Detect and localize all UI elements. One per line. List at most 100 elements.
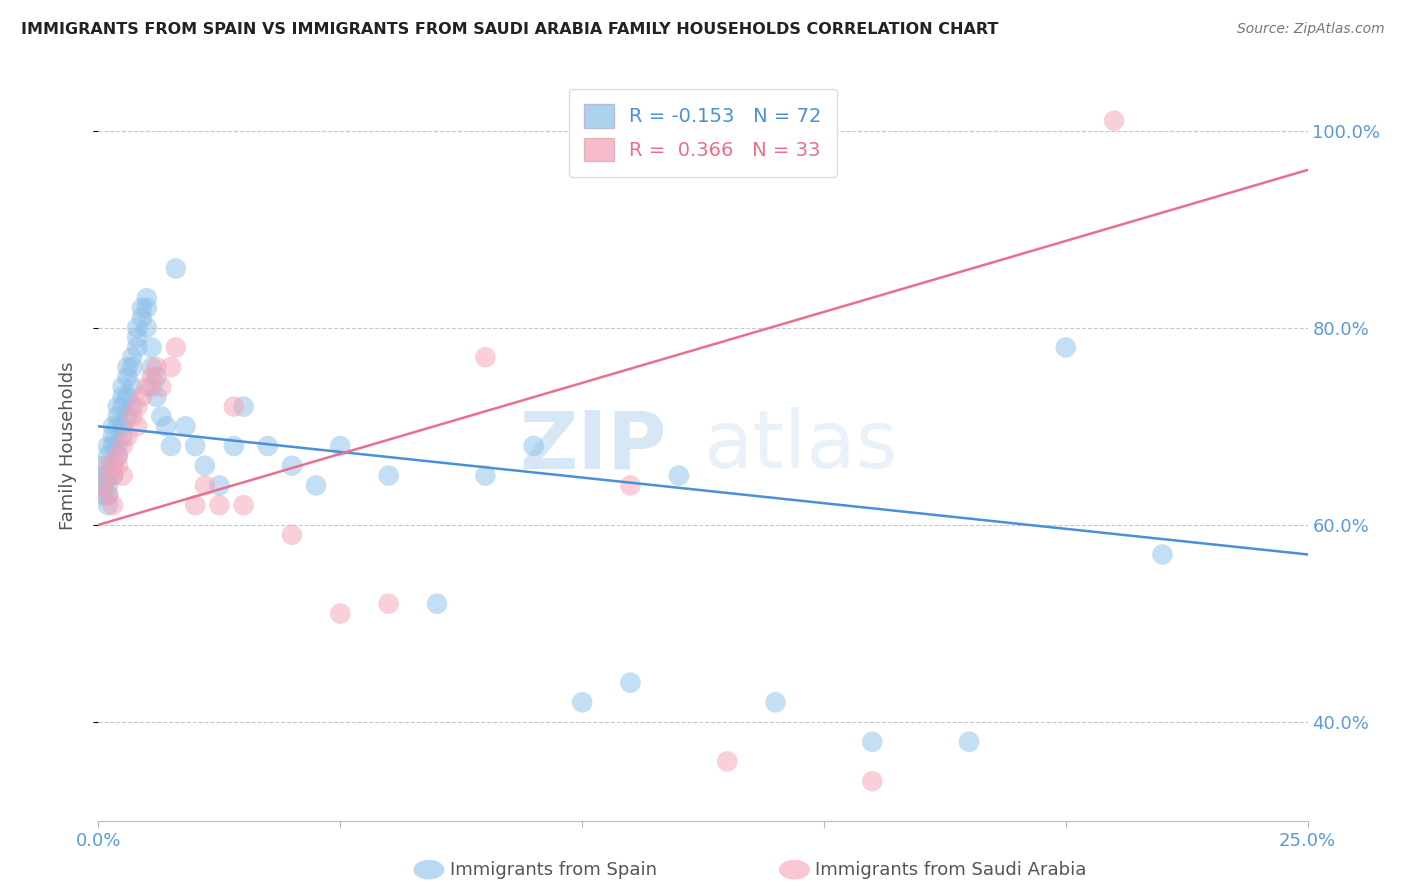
Point bbox=[91, 468, 114, 483]
Point bbox=[619, 675, 641, 690]
Point bbox=[860, 774, 883, 789]
Point bbox=[107, 449, 129, 463]
Point bbox=[101, 498, 124, 512]
Point bbox=[474, 468, 496, 483]
Point bbox=[117, 360, 139, 375]
Point bbox=[957, 735, 980, 749]
Point bbox=[97, 449, 120, 463]
Point bbox=[101, 458, 124, 473]
Point bbox=[222, 439, 245, 453]
Point bbox=[97, 488, 120, 502]
Point bbox=[141, 340, 163, 354]
Point bbox=[97, 468, 120, 483]
Point bbox=[145, 370, 167, 384]
Point bbox=[107, 400, 129, 414]
Point bbox=[174, 419, 197, 434]
Point bbox=[145, 390, 167, 404]
Point bbox=[135, 380, 157, 394]
Point bbox=[111, 380, 134, 394]
Point bbox=[111, 419, 134, 434]
Point bbox=[131, 310, 153, 325]
Point bbox=[222, 400, 245, 414]
Point bbox=[111, 400, 134, 414]
Point bbox=[117, 429, 139, 443]
Point bbox=[121, 360, 143, 375]
Point bbox=[91, 478, 114, 492]
Point bbox=[135, 320, 157, 334]
Point bbox=[208, 498, 231, 512]
Point bbox=[121, 400, 143, 414]
Point bbox=[160, 360, 183, 375]
Point bbox=[141, 380, 163, 394]
Point bbox=[1152, 548, 1174, 562]
Point bbox=[184, 439, 207, 453]
Point bbox=[121, 409, 143, 424]
Point bbox=[194, 458, 217, 473]
Point bbox=[141, 370, 163, 384]
Point bbox=[523, 439, 546, 453]
Point bbox=[107, 439, 129, 453]
Point bbox=[208, 478, 231, 492]
Point bbox=[127, 400, 149, 414]
Point bbox=[111, 390, 134, 404]
Point bbox=[101, 468, 124, 483]
Point bbox=[194, 478, 217, 492]
Point bbox=[232, 498, 254, 512]
Point bbox=[184, 498, 207, 512]
Point bbox=[97, 439, 120, 453]
Legend: R = -0.153   N = 72, R =  0.366   N = 33: R = -0.153 N = 72, R = 0.366 N = 33 bbox=[569, 88, 837, 177]
Point bbox=[91, 458, 114, 473]
Point bbox=[426, 597, 449, 611]
Point bbox=[117, 370, 139, 384]
Point bbox=[135, 301, 157, 315]
Point bbox=[765, 695, 787, 709]
Point bbox=[1054, 340, 1077, 354]
Point bbox=[256, 439, 278, 453]
Point bbox=[127, 320, 149, 334]
Point bbox=[131, 390, 153, 404]
Point bbox=[150, 409, 173, 424]
Point bbox=[329, 439, 352, 453]
Point bbox=[97, 478, 120, 492]
Point bbox=[91, 488, 114, 502]
Point bbox=[121, 380, 143, 394]
Point bbox=[107, 419, 129, 434]
Text: Immigrants from Spain: Immigrants from Spain bbox=[450, 861, 657, 879]
Point bbox=[281, 527, 304, 541]
Point bbox=[155, 419, 177, 434]
Point bbox=[111, 468, 134, 483]
Point bbox=[141, 360, 163, 375]
Point bbox=[101, 439, 124, 453]
Point bbox=[107, 409, 129, 424]
Text: Immigrants from Saudi Arabia: Immigrants from Saudi Arabia bbox=[815, 861, 1087, 879]
Text: Source: ZipAtlas.com: Source: ZipAtlas.com bbox=[1237, 22, 1385, 37]
Point bbox=[101, 468, 124, 483]
Point bbox=[135, 291, 157, 305]
Point bbox=[474, 351, 496, 365]
Point bbox=[107, 449, 129, 463]
Point bbox=[131, 301, 153, 315]
Point bbox=[97, 458, 120, 473]
Point bbox=[127, 330, 149, 344]
Point bbox=[127, 419, 149, 434]
Point bbox=[117, 390, 139, 404]
Text: IMMIGRANTS FROM SPAIN VS IMMIGRANTS FROM SAUDI ARABIA FAMILY HOUSEHOLDS CORRELAT: IMMIGRANTS FROM SPAIN VS IMMIGRANTS FROM… bbox=[21, 22, 998, 37]
Point bbox=[101, 429, 124, 443]
Point bbox=[145, 360, 167, 375]
Point bbox=[860, 735, 883, 749]
Point bbox=[97, 498, 120, 512]
Point bbox=[101, 419, 124, 434]
Point bbox=[377, 468, 399, 483]
Point bbox=[165, 340, 187, 354]
Y-axis label: Family Households: Family Households bbox=[59, 362, 77, 530]
Point bbox=[97, 488, 120, 502]
Text: ZIP: ZIP bbox=[519, 407, 666, 485]
Point bbox=[91, 478, 114, 492]
Point bbox=[160, 439, 183, 453]
Text: atlas: atlas bbox=[703, 407, 897, 485]
Point bbox=[232, 400, 254, 414]
Point bbox=[150, 380, 173, 394]
Point bbox=[107, 458, 129, 473]
Point bbox=[1102, 113, 1125, 128]
Point bbox=[329, 607, 352, 621]
